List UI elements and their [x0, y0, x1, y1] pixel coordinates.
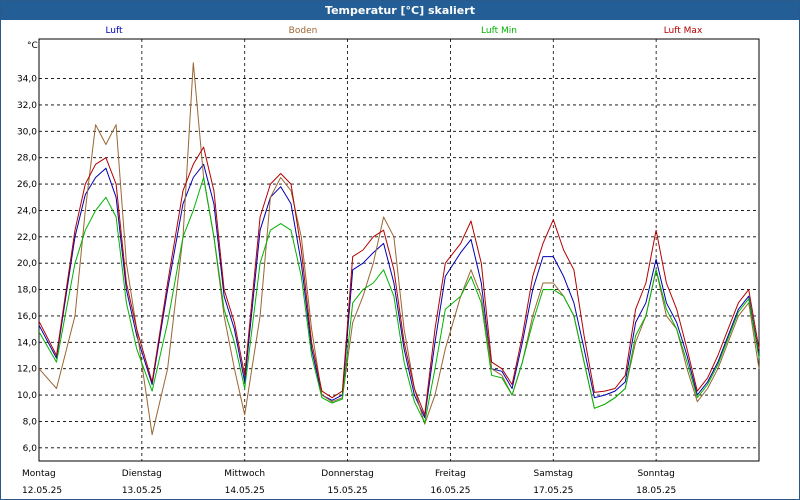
- y-tick-label: 14,0: [17, 338, 37, 348]
- y-tick-label: 16,0: [17, 312, 37, 322]
- y-tick-label: 8,0: [23, 417, 38, 427]
- day-date-label: 13.05.25: [122, 486, 162, 496]
- series-lines: [38, 62, 760, 436]
- day-name-label: Dienstag: [122, 469, 162, 479]
- series-line-luft: [38, 163, 760, 418]
- y-tick-label: 10,0: [17, 391, 37, 401]
- y-tick-label: 18,0: [17, 286, 37, 296]
- legend-entry: Luft: [105, 26, 123, 36]
- day-date-label: 12.05.25: [22, 486, 62, 496]
- day-name-label: Freitag: [435, 469, 466, 479]
- y-axis-label: °C: [27, 41, 38, 51]
- plot-area: [38, 38, 760, 462]
- window-title: Temperatur [°C] skaliert: [1, 1, 799, 20]
- y-tick-label: 24,0: [17, 206, 37, 216]
- y-tick-label: 22,0: [17, 233, 37, 243]
- y-tick-label: 32,0: [17, 101, 37, 111]
- x-tick-labels: Montag 12.05.25 Dienstag 13.05.25 Mittwoch 14…: [22, 469, 676, 496]
- y-tick-label: 28,0: [17, 154, 37, 164]
- day-date-label: 17.05.25: [533, 486, 573, 496]
- day-name-label: Mittwoch: [224, 469, 265, 479]
- series-line-luft-min: [38, 177, 760, 424]
- legend: Luft Boden Luft Min Luft Max: [105, 26, 703, 36]
- y-tick-label: 26,0: [17, 180, 37, 190]
- day-name-label: Donnerstag: [321, 469, 374, 479]
- day-date-label: 18.05.25: [636, 486, 676, 496]
- day-name-label: Samstag: [534, 469, 573, 479]
- y-tick-label: 12,0: [17, 365, 37, 375]
- y-tick-label: 6,0: [23, 444, 38, 454]
- y-tick-labels: 6,0 8,0 10,0 12,0 14,0 16,0 18,0 20,0 22,0 24,0 26…: [17, 75, 37, 454]
- legend-entry: Luft Max: [664, 26, 703, 36]
- legend-entry: Boden: [289, 26, 318, 36]
- day-date-label: 15.05.25: [328, 486, 368, 496]
- legend-entry: Luft Min: [481, 26, 517, 36]
- series-line-luft-max: [38, 146, 760, 416]
- y-tick-label: 20,0: [17, 259, 37, 269]
- day-date-label: 14.05.25: [225, 486, 265, 496]
- day-name-label: Montag: [22, 469, 56, 479]
- day-date-label: 16.05.25: [430, 486, 470, 496]
- y-tick-label: 34,0: [17, 75, 37, 85]
- day-name-label: Sonntag: [637, 469, 674, 479]
- y-tick-label: 30,0: [17, 127, 37, 137]
